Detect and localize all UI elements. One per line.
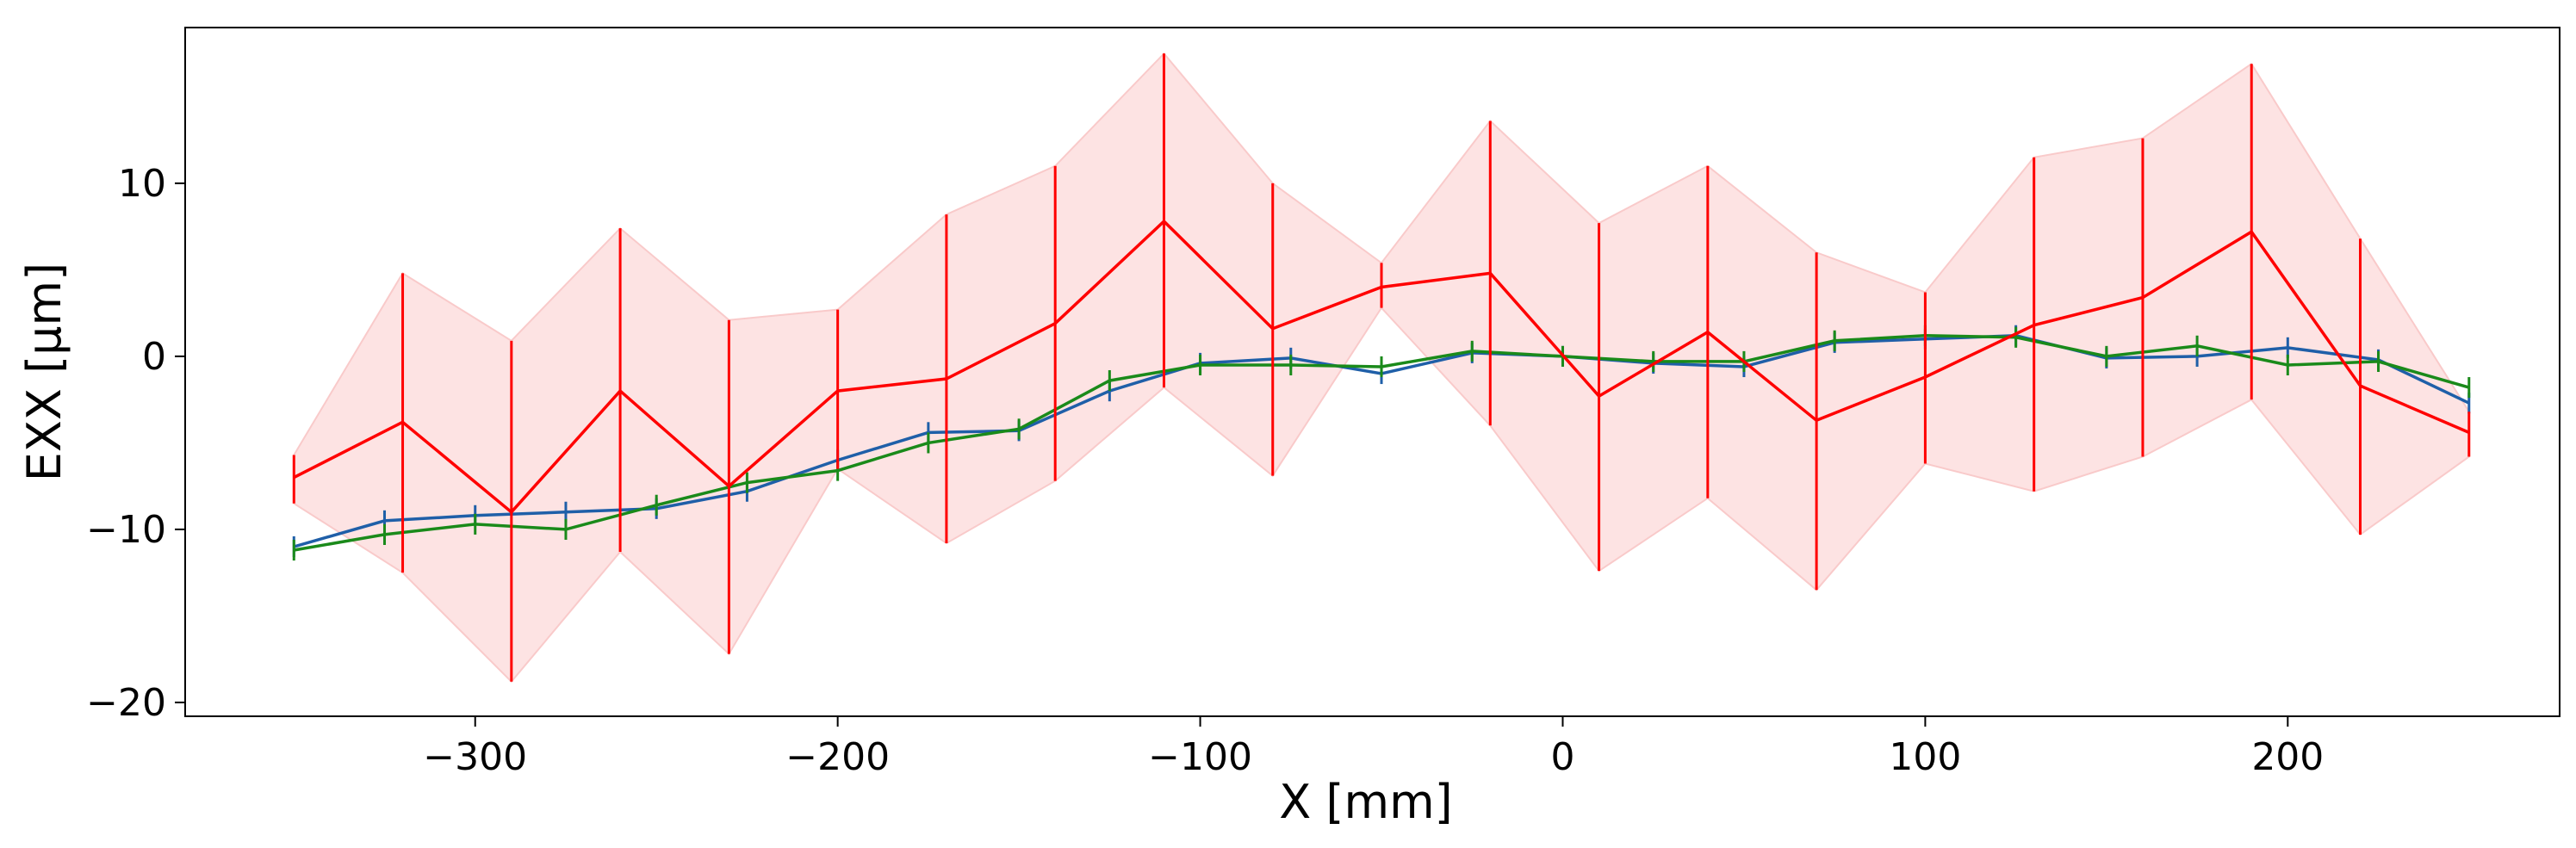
x-axis-label: X [mm] <box>1279 775 1453 829</box>
y-axis-label: EXX [μm] <box>17 263 71 481</box>
x-tick-label: −200 <box>785 735 890 779</box>
x-tick-label: 200 <box>2251 735 2324 779</box>
red-series-line <box>293 219 2470 515</box>
x-tick-label: 0 <box>1550 735 1574 779</box>
y-tick-label: 10 <box>118 162 166 206</box>
green-series-line <box>294 334 2470 552</box>
plot-frame <box>184 27 2560 717</box>
x-tick-label: 100 <box>1889 735 1961 779</box>
y-tick-label: −20 <box>86 681 166 725</box>
x-tick-label: −100 <box>1148 735 1252 779</box>
y-tick-label: −10 <box>86 508 166 552</box>
x-tick-label: −300 <box>423 735 527 779</box>
y-tick-label: 0 <box>142 335 166 379</box>
series-layer <box>292 53 2471 682</box>
